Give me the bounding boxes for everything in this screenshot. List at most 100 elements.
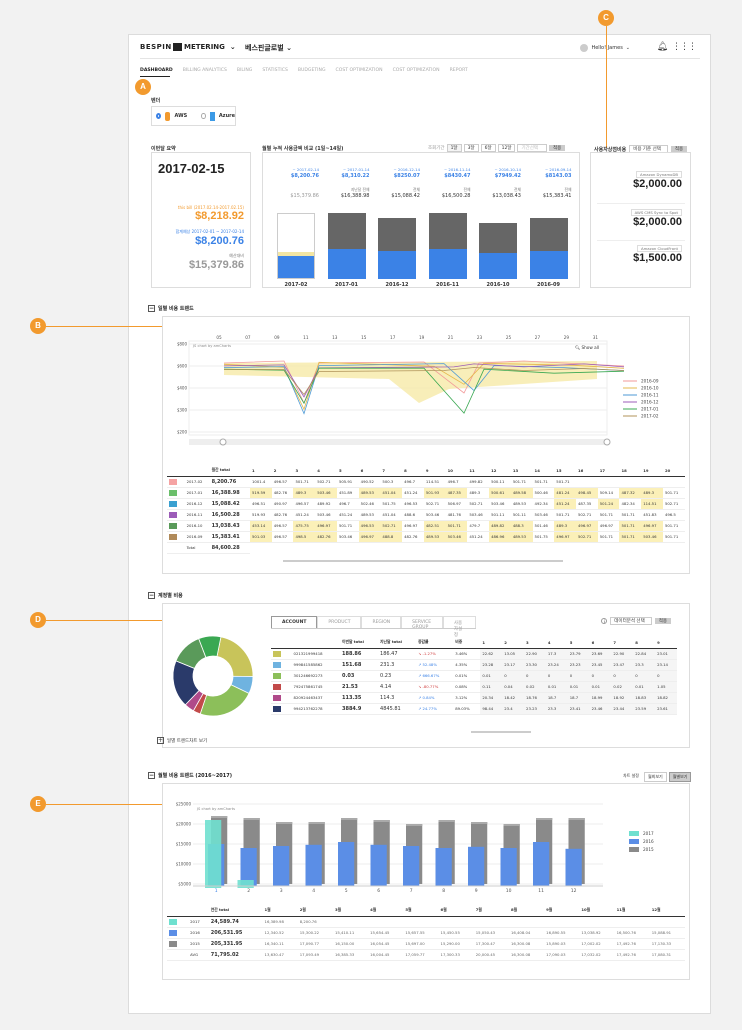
table-header-cell: 2월 bbox=[297, 905, 333, 917]
table-cell: 453.14 bbox=[250, 520, 272, 532]
azure-radio[interactable] bbox=[201, 113, 206, 119]
collapse-icon[interactable]: − bbox=[148, 772, 155, 779]
daily-trend-header[interactable]: − 일별 비용 트렌드 bbox=[148, 305, 194, 312]
account-table-scrollbar[interactable] bbox=[471, 731, 531, 733]
table-cell: 496.97 bbox=[576, 520, 598, 532]
collapse-icon[interactable]: − bbox=[148, 592, 155, 599]
tab-product[interactable]: PRODUCT bbox=[317, 616, 362, 628]
table-header-cell: 13 bbox=[510, 465, 533, 477]
tab-user-settings[interactable]: 사용자설정 bbox=[442, 616, 476, 638]
table-row: 2016-12 15,088.42 496.51 490.97 496.57 489.92… bbox=[167, 498, 685, 510]
bar-2015-top bbox=[373, 820, 390, 822]
account-select[interactable]: 데이터분석 선택 bbox=[610, 617, 652, 625]
bell-icon[interactable]: 🔔︎ bbox=[656, 42, 668, 52]
table-cell: 23.46 bbox=[589, 703, 612, 715]
row-month: 2016-11 bbox=[184, 509, 210, 521]
period-controls: 조회기간 1달 3달 6달 12달 기간선택 적용 bbox=[428, 144, 566, 152]
summary-line-2: 예산대비 $15,379.86 bbox=[188, 253, 244, 271]
month-bar bbox=[479, 213, 517, 279]
nav-cost-optimization-2[interactable]: COST OPTIMIZATION bbox=[392, 68, 440, 73]
period-1m[interactable]: 1달 bbox=[446, 144, 462, 152]
table-cell: 18.7 bbox=[545, 692, 568, 704]
table-cell: 23.23 bbox=[567, 659, 590, 671]
table-cell: 487.35 bbox=[445, 487, 468, 499]
company-select[interactable]: 베스핀글로벌 ⌄ bbox=[245, 44, 292, 52]
aws-radio[interactable] bbox=[156, 113, 162, 119]
table-cell: 502.71 bbox=[467, 498, 490, 510]
table-cell: 496.7 bbox=[402, 476, 424, 488]
x-tick-label: 17 bbox=[390, 335, 396, 340]
daily-trend-link[interactable]: + 일별 트렌드차트 보기 bbox=[157, 737, 208, 744]
marker-a: A bbox=[135, 79, 151, 95]
table-cell: 502.71 bbox=[576, 509, 598, 521]
row-color-swatch bbox=[271, 681, 292, 693]
nav-report[interactable]: REPORT bbox=[449, 68, 468, 73]
period-6m[interactable]: 6달 bbox=[480, 144, 496, 152]
account-id: 994213762278 bbox=[291, 703, 340, 715]
table-header-cell: 11월 bbox=[614, 905, 650, 917]
series-line-2017-01 bbox=[223, 367, 625, 414]
monthly-apply-button[interactable]: 적용 bbox=[549, 145, 566, 151]
daily-table-scrollbar[interactable] bbox=[283, 560, 563, 562]
table-row: 2016-11 16,500.28 519.93 482.76 451.24 503.46… bbox=[167, 509, 685, 521]
table-cell bbox=[438, 916, 474, 928]
month-range: ~ 2016-10-14 bbox=[494, 167, 521, 172]
month-label: 2016-09 bbox=[537, 282, 560, 288]
table-header-cell: 이번달 total bbox=[340, 637, 379, 649]
budget-apply-button[interactable]: 적용 bbox=[670, 146, 688, 152]
product-select[interactable]: METERING ⌄ bbox=[173, 43, 236, 51]
table-cell: 451.04 bbox=[380, 487, 403, 499]
tab-region[interactable]: REGION bbox=[361, 616, 402, 628]
monthly-trend-table: 연간 total 1월 2월 3월 4월 5월 6월 7월 8월 9월 10월 11월 12월 2017 2… bbox=[167, 905, 685, 961]
table-cell: 0.02 bbox=[524, 681, 546, 693]
table-cell: 502.71 bbox=[315, 476, 337, 488]
avatar bbox=[580, 44, 589, 52]
nav-statistics[interactable]: STATISTICS bbox=[262, 68, 288, 73]
chart-caption: JS chart by amCharts bbox=[192, 344, 231, 348]
month-sub-label: 전체 bbox=[514, 187, 521, 192]
nav-billing-analytics[interactable]: BILLING ANALYTICS bbox=[182, 68, 227, 73]
monthly-card: ~ 2017-02-14 $8,200.76 $15,379.86 2017-02 ~ … bbox=[262, 152, 580, 288]
user-menu[interactable]: Hello! James ⌄ bbox=[580, 44, 630, 52]
table-header-cell: 10월 bbox=[579, 905, 615, 917]
monthly-trend-header[interactable]: − 월별 비용 트렌드 (2016~2017) bbox=[148, 772, 233, 779]
table-cell: 496.97 bbox=[641, 520, 663, 532]
legend-label: 2017-02 bbox=[641, 414, 659, 419]
table-cell: 488.3 bbox=[510, 520, 533, 532]
x-tick-label: 11 bbox=[303, 335, 309, 340]
nav-budgeting[interactable]: BUDGETING bbox=[297, 68, 326, 73]
table-header-cell: 4 bbox=[545, 637, 568, 649]
table-cell: 503.46 bbox=[336, 531, 359, 543]
monthly-title: 월별 누적 사용금액 비교 (1일~14일) bbox=[262, 146, 344, 152]
table-cell: 0.01 bbox=[567, 681, 590, 693]
chart-settings-button[interactable]: 차트 설정 bbox=[623, 773, 639, 778]
legend-label: 2016 bbox=[643, 839, 654, 844]
tab-service-group[interactable]: SERVICE GROUP bbox=[401, 616, 443, 630]
nav-dashboard[interactable]: DASHBOARD bbox=[140, 68, 173, 73]
month-bar bbox=[277, 213, 315, 279]
account-apply-button[interactable]: 적용 bbox=[654, 618, 671, 624]
apps-grid-icon[interactable]: ⋮⋮⋮ bbox=[672, 42, 697, 52]
table-header-row: 연간 total 1월 2월 3월 4월 5월 6월 7월 8월 9월 10월 11월 12월 bbox=[167, 905, 685, 917]
nav-cost-optimization[interactable]: COST OPTIMIZATION bbox=[335, 68, 383, 73]
series-line-2016-12 bbox=[223, 363, 625, 398]
view-monthly-button[interactable]: 월별보기 bbox=[668, 772, 692, 782]
summary-line-1: 합계예상 2017-02-01 ~ 2017-02-14 $8,200.76 bbox=[175, 229, 244, 247]
period-3m[interactable]: 3달 bbox=[463, 144, 479, 152]
collapse-icon[interactable]: − bbox=[148, 305, 155, 312]
period-12m[interactable]: 12달 bbox=[497, 144, 516, 152]
daily-trend-chart: 05 07 09 11 13 15 17 19 21 23 25 27 29 31 JS chart by … bbox=[177, 335, 659, 446]
nav-biling[interactable]: BILING bbox=[236, 68, 253, 73]
table-cell: 501.71 bbox=[619, 520, 642, 532]
account-cost-header[interactable]: − 계정별 비용 bbox=[148, 592, 183, 599]
view-cumulative-button[interactable]: 월최보기 bbox=[644, 772, 667, 782]
donut-slice bbox=[198, 635, 222, 658]
date-picker[interactable]: 기간선택 bbox=[517, 144, 548, 152]
table-header-cell: 9월 bbox=[544, 905, 580, 917]
table-cell: 503.46 bbox=[315, 509, 337, 521]
table-cell: 489.82 bbox=[489, 520, 511, 532]
row-color-swatch bbox=[167, 487, 185, 499]
chevron-down-icon: ⌄ bbox=[229, 43, 236, 51]
tab-account[interactable]: ACCOUNT bbox=[271, 616, 318, 628]
table-cell: 23.24 bbox=[545, 659, 568, 671]
